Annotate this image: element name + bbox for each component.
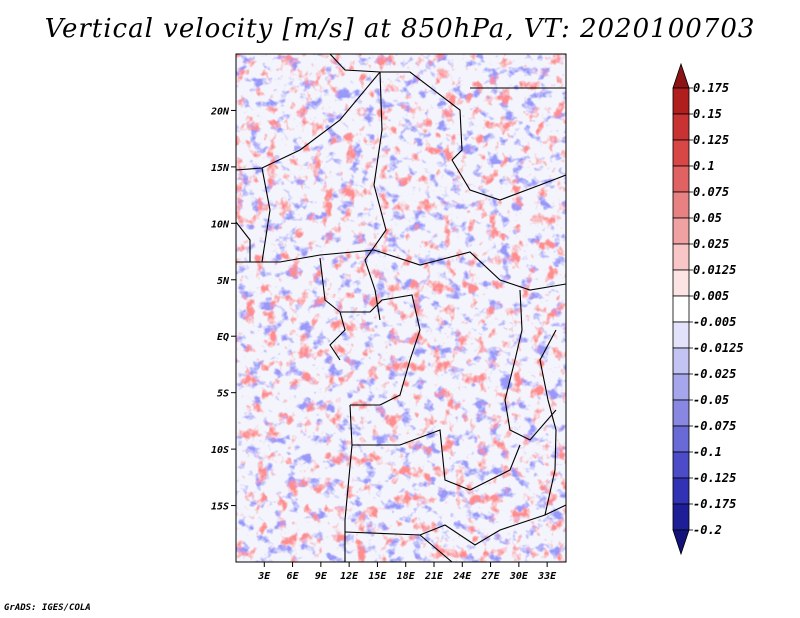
colorbar-segment bbox=[672, 62, 690, 89]
x-tick-label: 30E bbox=[509, 571, 529, 582]
colorbar-segment bbox=[672, 425, 690, 453]
x-tick-label: 21E bbox=[424, 571, 444, 582]
border-line bbox=[539, 329, 557, 516]
colorbar-label: 0.1 bbox=[693, 159, 715, 173]
colorbar-segment bbox=[672, 243, 690, 271]
y-axis: 20N 15N 10N 5N EQ 5S 10S 15S bbox=[210, 106, 236, 513]
colorbar-label: -0.2 bbox=[693, 523, 722, 537]
country-borders bbox=[236, 54, 566, 562]
colorbar-segment bbox=[672, 477, 690, 505]
colorbar-segment bbox=[672, 295, 690, 323]
colorbar-label: -0.075 bbox=[693, 419, 736, 433]
colorbar-label: 0.175 bbox=[693, 81, 729, 95]
colorbar-label: -0.0125 bbox=[693, 341, 744, 355]
x-tick-label: 15E bbox=[368, 571, 387, 582]
chart-title: Vertical velocity [m/s] at 850hPa, VT: 2… bbox=[44, 14, 756, 44]
y-tick-label: 10N bbox=[211, 219, 230, 230]
plot-frame bbox=[235, 53, 567, 563]
border-line bbox=[352, 429, 521, 491]
colorbar-label: -0.025 bbox=[693, 367, 736, 381]
colorbar-segment bbox=[672, 373, 690, 401]
y-tick-label: EQ bbox=[217, 332, 229, 343]
y-tick-label: 15S bbox=[211, 502, 229, 513]
colorbar-segment bbox=[672, 321, 690, 349]
border-line bbox=[364, 71, 387, 321]
border-line bbox=[504, 289, 557, 441]
y-tick-label: 5S bbox=[217, 389, 229, 400]
colorbar-segment bbox=[672, 113, 690, 141]
border-line bbox=[329, 311, 346, 361]
colorbar-label: -0.05 bbox=[693, 393, 729, 407]
x-tick-label: 3E bbox=[257, 571, 271, 582]
border-line bbox=[419, 534, 453, 562]
colorbar-segment bbox=[672, 269, 690, 297]
colorbar-label: 0.125 bbox=[693, 133, 729, 147]
colorbar-label: 0.05 bbox=[693, 211, 722, 225]
x-tick-label: 24E bbox=[452, 571, 472, 582]
x-tick-label: 9E bbox=[315, 571, 328, 582]
border-line bbox=[236, 71, 566, 201]
border-line bbox=[319, 257, 421, 406]
colorbar-label: -0.005 bbox=[693, 315, 736, 329]
grads-credit: GrADS: IGES/COLA bbox=[4, 603, 91, 613]
x-axis: 3E 6E 9E 12E 15E 18E 21E 24E 27E 30E 33E bbox=[257, 562, 557, 582]
colorbar-label: 0.0125 bbox=[693, 263, 736, 277]
colorbar-label: -0.1 bbox=[693, 445, 722, 459]
x-tick-label: 33E bbox=[537, 571, 557, 582]
x-tick-label: 18E bbox=[397, 571, 416, 582]
x-tick-label: 27E bbox=[481, 571, 501, 582]
border-line bbox=[329, 54, 381, 73]
colorbar-label: 0.005 bbox=[693, 289, 729, 303]
colorbar-label: -0.125 bbox=[693, 471, 736, 485]
border-line bbox=[261, 167, 271, 263]
colorbar-segment bbox=[672, 503, 690, 531]
plot-area bbox=[235, 53, 567, 563]
y-tick-label: 10S bbox=[211, 445, 229, 456]
border-line bbox=[344, 404, 353, 562]
y-tick-label: 5N bbox=[217, 276, 230, 287]
y-tick-label: 15N bbox=[211, 163, 230, 174]
velocity-field bbox=[236, 54, 566, 562]
colorbar-segment bbox=[672, 347, 690, 375]
border-line bbox=[236, 221, 251, 262]
colorbar-segment bbox=[672, 217, 690, 245]
colorbar-segment bbox=[672, 191, 690, 219]
border-line bbox=[236, 249, 566, 291]
colorbar-label: 0.15 bbox=[693, 107, 722, 121]
colorbar-segment bbox=[672, 139, 690, 167]
x-tick-label: 12E bbox=[340, 571, 359, 582]
colorbar: 0.175 0.15 0.125 0.1 0.075 0.05 0.025 0.0125 0.0… bbox=[672, 62, 744, 556]
colorbar-segment bbox=[672, 399, 690, 427]
colorbar-segment bbox=[672, 529, 690, 556]
colorbar-segment bbox=[672, 165, 690, 193]
colorbar-segment bbox=[672, 87, 690, 115]
colorbar-segment bbox=[672, 451, 690, 479]
y-tick-label: 20N bbox=[210, 106, 230, 117]
colorbar-label: 0.075 bbox=[693, 185, 729, 199]
x-tick-label: 6E bbox=[287, 571, 300, 582]
colorbar-label: 0.025 bbox=[693, 237, 729, 251]
colorbar-label: -0.175 bbox=[693, 497, 736, 511]
